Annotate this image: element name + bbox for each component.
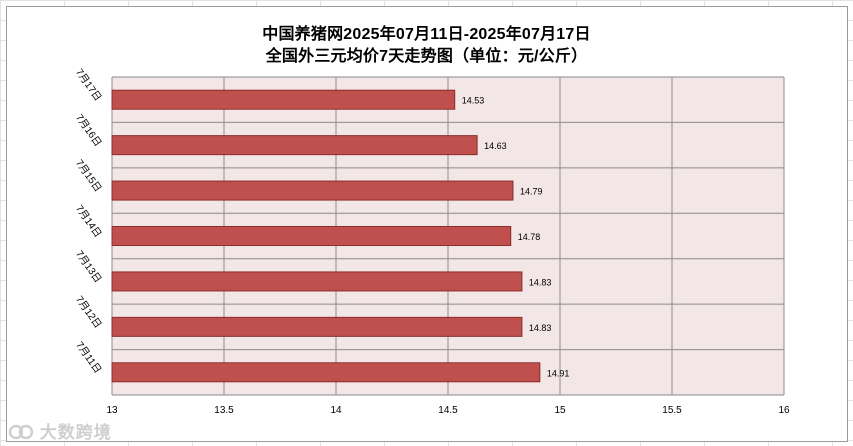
category-label: 7月12日: [73, 294, 104, 331]
x-tick-label: 15: [554, 405, 566, 416]
category-label: 7月15日: [73, 157, 104, 194]
bar-value-label: 14.91: [547, 368, 570, 378]
bar: [111, 362, 541, 383]
bar-value-label: 14.53: [462, 96, 485, 106]
bar: [111, 316, 523, 337]
chart-subtitle: 全国外三元均价7天走势图（单位：元/公斤）: [265, 48, 588, 65]
chart-title: 中国养猪网2025年07月11日-2025年07月17日: [262, 26, 591, 43]
category-label: 7月16日: [73, 112, 104, 149]
category-label: 7月11日: [73, 339, 103, 375]
bar-value-label: 14.78: [518, 232, 541, 242]
bar: [111, 135, 478, 156]
x-tick-label: 13.5: [214, 405, 234, 416]
watermark: 大数跨境: [8, 418, 112, 443]
bar: [111, 226, 512, 246]
bar-value-label: 14.63: [484, 141, 507, 151]
category-label: 7月14日: [73, 203, 104, 240]
x-tick-label: 16: [778, 405, 790, 416]
x-tick-label: 14.5: [438, 405, 458, 416]
bar-value-label: 14.79: [520, 187, 543, 197]
bar: [111, 180, 514, 201]
x-tick-label: 15.5: [662, 405, 682, 416]
category-label: 7月17日: [73, 67, 104, 104]
bar: [111, 89, 456, 110]
watermark-text: 大数跨境: [39, 423, 112, 442]
bar: [111, 271, 523, 292]
x-tick-label: 13: [106, 405, 118, 416]
bar-value-label: 14.83: [529, 277, 552, 287]
category-label: 7月13日: [73, 248, 104, 285]
watermark-logo-icon: [8, 424, 34, 440]
x-tick-label: 14: [330, 405, 342, 416]
bar-value-label: 14.83: [529, 323, 552, 333]
